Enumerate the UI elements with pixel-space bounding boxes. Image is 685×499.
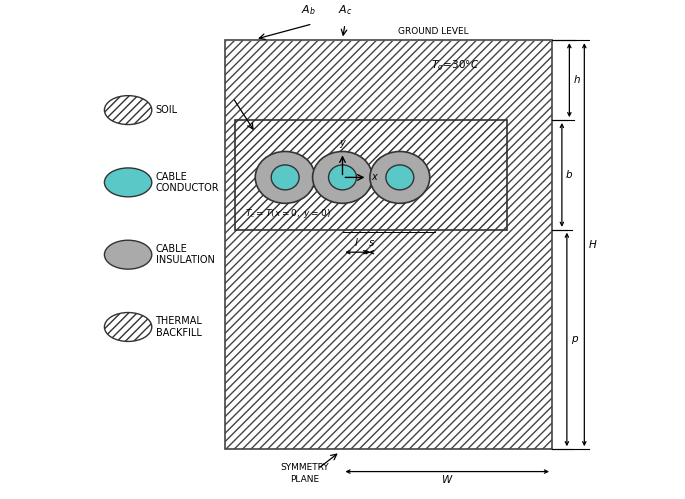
- Text: $T_c=T(x=0,\ y=0)$: $T_c=T(x=0,\ y=0)$: [245, 207, 331, 220]
- Text: THERMAL
BACKFILL: THERMAL BACKFILL: [155, 316, 202, 338]
- Ellipse shape: [386, 165, 414, 190]
- Ellipse shape: [271, 165, 299, 190]
- Ellipse shape: [104, 312, 152, 341]
- Ellipse shape: [312, 152, 373, 203]
- Text: l: l: [354, 238, 357, 248]
- Text: s: s: [369, 238, 374, 248]
- Text: b: b: [566, 170, 573, 180]
- Text: SOIL: SOIL: [155, 105, 177, 115]
- Text: SYMMETRY
PLANE: SYMMETRY PLANE: [281, 464, 329, 484]
- Ellipse shape: [329, 165, 356, 190]
- Text: y: y: [340, 138, 345, 148]
- Bar: [225, 40, 552, 449]
- Text: $A_c$: $A_c$: [338, 3, 352, 16]
- Text: p: p: [571, 334, 577, 344]
- Text: h: h: [573, 75, 580, 85]
- Ellipse shape: [104, 168, 152, 197]
- Text: W: W: [442, 475, 452, 485]
- Bar: [236, 120, 507, 230]
- Ellipse shape: [256, 152, 315, 203]
- Text: $T_g\!=\!30°C$: $T_g\!=\!30°C$: [431, 58, 480, 72]
- Text: GROUND LEVEL: GROUND LEVEL: [399, 27, 469, 36]
- Text: $A_b$: $A_b$: [301, 3, 316, 16]
- Ellipse shape: [370, 152, 429, 203]
- Text: H: H: [588, 240, 596, 250]
- Text: CABLE
CONDUCTOR: CABLE CONDUCTOR: [155, 172, 219, 193]
- Text: x: x: [371, 172, 377, 182]
- Ellipse shape: [104, 96, 152, 125]
- Ellipse shape: [104, 240, 152, 269]
- Text: CABLE
INSULATION: CABLE INSULATION: [155, 244, 214, 265]
